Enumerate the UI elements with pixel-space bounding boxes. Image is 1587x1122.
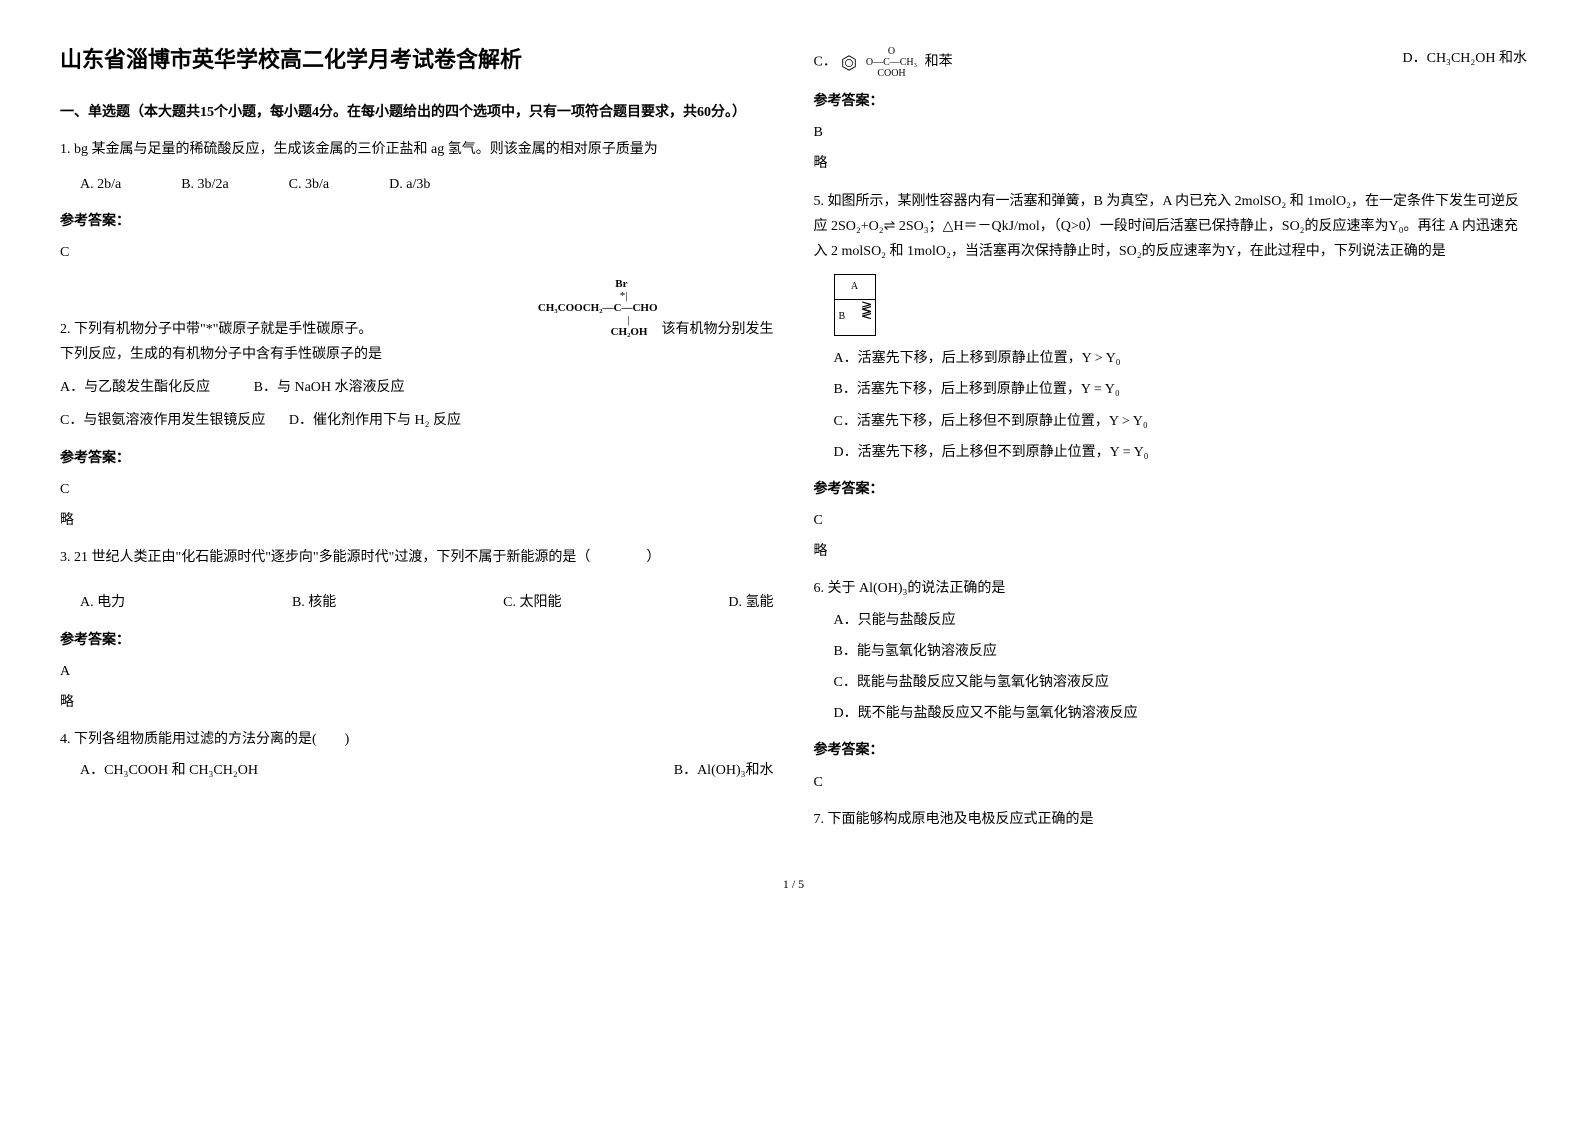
answer-label-6: 参考答案： — [814, 738, 1528, 763]
q2-opt-b: B．与 NaOH 水溶液反应 — [254, 380, 405, 395]
left-column: 山东省淄博市英华学校高二化学月考试卷含解析 一、单选题（本大题共15个小题，每小… — [60, 40, 774, 844]
struct-l1: O — [888, 46, 895, 57]
q2-text2-rest: 下列反应，生成的有机物分子中含有手性碳原子的是 — [60, 342, 774, 367]
formula-br: Br — [538, 278, 658, 290]
q4-struct: O O—C—CH₃ COOH — [866, 46, 917, 79]
q4-opt-a: A．CH₃COOH 和 CH₃CH₂OH — [80, 758, 258, 783]
q1-opt-a: A. 2b/a — [80, 172, 121, 197]
q1-opt-c: C. 3b/a — [289, 172, 329, 197]
benzene-icon — [840, 54, 858, 72]
q7-text: 7. 下面能够构成原电池及电极反应式正确的是 — [814, 807, 1528, 832]
q5-text: 5. 如图所示，某刚性容器内有一活塞和弹簧，B 为真空，A 内已充入 2molS… — [814, 189, 1528, 265]
question-1: 1. bg 某金属与足量的稀硫酸反应，生成该金属的三价正盐和 ag 氢气。则该金… — [60, 137, 774, 197]
q2-text2-inline: 该有机物分别发生 — [662, 317, 774, 342]
q4-omit: 略 — [814, 151, 1528, 176]
q5-opt-c: C．活塞先下移，后上移但不到原静止位置，Y > Y₀ — [834, 409, 1528, 434]
q4-answer: B — [814, 120, 1528, 145]
section-header: 一、单选题（本大题共15个小题，每小题4分。在每小题给出的四个选项中，只有一项符… — [60, 100, 774, 125]
q2-omit: 略 — [60, 508, 774, 533]
spring-icon: ≷≷ — [861, 304, 873, 318]
cell-b-label: B — [839, 308, 846, 326]
q3-options: A. 电力 B. 核能 C. 太阳能 D. 氢能 — [80, 590, 774, 615]
q5-answer: C — [814, 508, 1528, 533]
answer-label-5: 参考答案： — [814, 477, 1528, 502]
q5-omit: 略 — [814, 539, 1528, 564]
q2-opt-a: A．与乙酸发生酯化反应 — [60, 380, 210, 395]
q6-opt-b: B．能与氢氧化钠溶液反应 — [834, 639, 1528, 664]
q3-opt-c: C. 太阳能 — [503, 590, 561, 615]
q5-opt-b: B．活塞先下移，后上移到原静止位置，Y = Y₀ — [834, 377, 1528, 402]
q1-text: 1. bg 某金属与足量的稀硫酸反应，生成该金属的三价正盐和 ag 氢气。则该金… — [60, 137, 774, 162]
q2-opt-d: D．催化剂作用下与 H₂ 反应 — [289, 413, 461, 428]
q1-opt-b: B. 3b/2a — [181, 172, 228, 197]
answer-label-4: 参考答案： — [814, 89, 1528, 114]
q6-answer: C — [814, 770, 1528, 795]
q1-opt-d: D. a/3b — [389, 172, 430, 197]
q2-opt-c: C．与银氨溶液作用发生银镜反应 — [60, 413, 265, 428]
question-6: 6. 关于 Al(OH)₃的说法正确的是 A．只能与盐酸反应 B．能与氢氧化钠溶… — [814, 576, 1528, 726]
doc-title: 山东省淄博市英华学校高二化学月考试卷含解析 — [60, 40, 774, 80]
q3-opt-d: D. 氢能 — [728, 590, 773, 615]
q4-text: 4. 下列各组物质能用过滤的方法分离的是( ) — [60, 727, 774, 752]
diagram-cell-b: B ≷≷ — [835, 300, 875, 335]
page-number: 1 / 5 — [60, 874, 1527, 896]
struct-l4: COOH — [877, 68, 905, 79]
struct-l3: O—C—CH₃ — [866, 57, 917, 68]
right-column: C． O O—C—CH₃ COOH 和苯 D．CH₃CH₂OH 和水 参考答案：… — [814, 40, 1528, 844]
diagram-cell-a: A — [835, 275, 875, 300]
q4-row1: A．CH₃COOH 和 CH₃CH₂OH B．Al(OH)₃和水 — [80, 758, 774, 783]
q3-answer: A — [60, 659, 774, 684]
q5-diagram: A B ≷≷ — [834, 274, 876, 336]
q3-omit: 略 — [60, 690, 774, 715]
q4-opt-c: C． O O—C—CH₃ COOH 和苯 — [814, 46, 953, 79]
q6-text: 6. 关于 Al(OH)₃的说法正确的是 — [814, 576, 1528, 601]
q5-opt-d: D．活塞先下移，后上移但不到原静止位置，Y = Y₀ — [834, 440, 1528, 465]
q6-opt-d: D．既不能与盐酸反应又不能与氢氧化钠溶液反应 — [834, 701, 1528, 726]
question-3: 3. 21 世纪人类正由"化石能源时代"逐步向"多能源时代"过渡，下列不属于新能… — [60, 545, 774, 615]
q2-formula: Br *| CH₃COOCH₂—C—CHO | CH₂OH — [538, 278, 658, 338]
q6-opt-c: C．既能与盐酸反应又能与氢氧化钠溶液反应 — [834, 670, 1528, 695]
q2-answer: C — [60, 477, 774, 502]
q6-opt-a: A．只能与盐酸反应 — [834, 608, 1528, 633]
q5-opt-a: A．活塞先下移，后上移到原静止位置，Y > Y₀ — [834, 346, 1528, 371]
page-container: 山东省淄博市英华学校高二化学月考试卷含解析 一、单选题（本大题共15个小题，每小… — [60, 40, 1527, 844]
q2-text1: 2. 下列有机物分子中带"*"碳原子就是手性碳原子。 — [60, 322, 372, 337]
q4-opt-b: B．Al(OH)₃和水 — [674, 758, 774, 783]
question-4: 4. 下列各组物质能用过滤的方法分离的是( ) A．CH₃COOH 和 CH₃C… — [60, 727, 774, 783]
q3-opt-a: A. 电力 — [80, 590, 125, 615]
q4-optc-suffix: 和苯 — [925, 55, 953, 70]
q1-answer: C — [60, 240, 774, 265]
formula-bot: CH₂OH — [538, 326, 658, 338]
q4-opt-d: D．CH₃CH₂OH 和水 — [1403, 46, 1528, 79]
q3-opt-b: B. 核能 — [292, 590, 336, 615]
answer-label-3: 参考答案： — [60, 628, 774, 653]
q3-text: 3. 21 世纪人类正由"化石能源时代"逐步向"多能源时代"过渡，下列不属于新能… — [60, 545, 774, 570]
formula-mid: CH₃COOCH₂—C—CHO — [538, 302, 658, 314]
answer-label: 参考答案： — [60, 209, 774, 234]
q4-row2: C． O O—C—CH₃ COOH 和苯 D．CH₃CH₂OH 和水 — [814, 46, 1528, 79]
question-7: 7. 下面能够构成原电池及电极反应式正确的是 — [814, 807, 1528, 832]
q1-options: A. 2b/a B. 3b/2a C. 3b/a D. a/3b — [80, 172, 774, 197]
answer-label-2: 参考答案： — [60, 446, 774, 471]
question-2: 2. 下列有机物分子中带"*"碳原子就是手性碳原子。 Br *| CH₃COOC… — [60, 278, 774, 434]
question-5: 5. 如图所示，某刚性容器内有一活塞和弹簧，B 为真空，A 内已充入 2molS… — [814, 189, 1528, 465]
